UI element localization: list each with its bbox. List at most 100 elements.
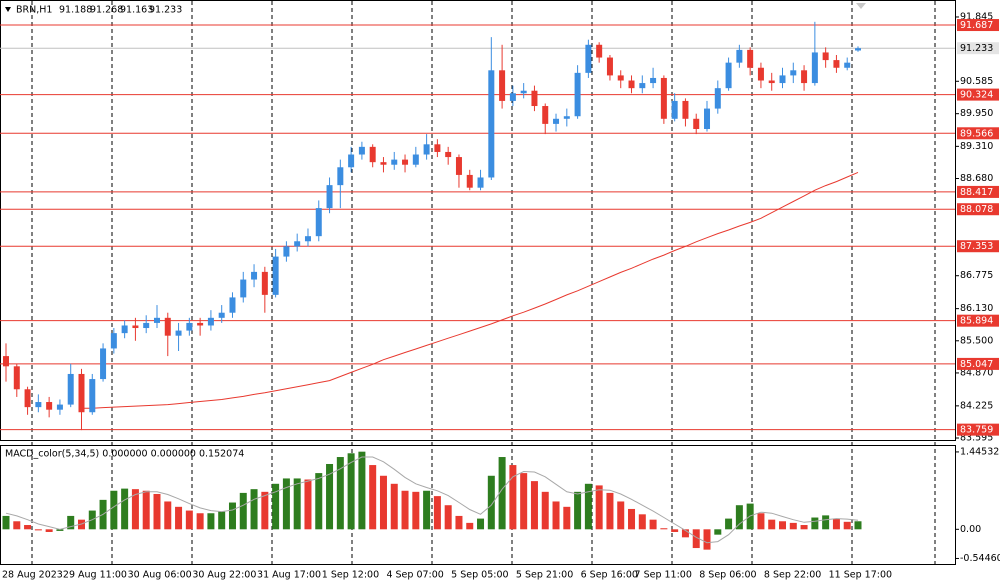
macd-bar <box>379 475 387 530</box>
macd-bar <box>681 529 689 538</box>
macd-bar <box>164 501 172 530</box>
candle-body <box>283 246 290 257</box>
macd-bar <box>455 515 463 530</box>
y-tick-label: 83.595 <box>960 433 993 444</box>
macd-bar <box>714 529 722 535</box>
macd-bar <box>369 465 377 530</box>
macd-bar <box>272 483 280 530</box>
macd-bar <box>315 473 323 530</box>
signal-line <box>5 456 859 544</box>
macd-bar <box>239 492 247 530</box>
candle-body <box>186 322 193 331</box>
macd-bar <box>293 478 301 530</box>
candle-body <box>693 118 700 129</box>
macd-bar <box>530 481 538 530</box>
price-label-box <box>957 42 999 55</box>
menu-arrow <box>5 7 11 12</box>
macd-bar <box>110 490 118 530</box>
candle-body <box>833 60 840 68</box>
plot-layer: 91.845 90.585 89.950 89.310 88.680 86.775 86.1… <box>0 11 1000 581</box>
macd-bar <box>24 525 32 530</box>
macd-bar <box>326 463 334 530</box>
candle-body <box>218 312 225 318</box>
candle-body <box>585 44 592 73</box>
macd-bar <box>541 491 549 530</box>
candle-body <box>455 157 462 175</box>
macd-bar <box>822 515 830 530</box>
candle-body <box>251 271 258 280</box>
ohlc-close: 91.233 <box>149 5 182 16</box>
candle-body <box>423 144 430 155</box>
candle-body <box>844 62 851 68</box>
macd-bar <box>757 513 765 530</box>
level-label: 83.759 <box>960 425 993 436</box>
macd-bar <box>649 519 657 530</box>
candle-body <box>391 159 398 165</box>
y-tick-label: 90.585 <box>960 76 993 87</box>
level-label-box <box>957 127 999 140</box>
candle-body <box>380 162 387 165</box>
candle-body <box>348 154 355 168</box>
macd-bar <box>671 529 679 532</box>
macd-bar <box>487 475 495 530</box>
macd-bar <box>45 529 53 532</box>
candle-body <box>132 325 139 329</box>
x-tick-label: 11 Sep 17:00 <box>829 570 892 581</box>
indicator-pane <box>0 445 956 565</box>
candle-body <box>639 83 646 89</box>
candle-body <box>153 317 160 323</box>
candle-body <box>466 174 473 188</box>
macd-bar <box>574 491 582 530</box>
candle-body <box>553 118 560 124</box>
macd-bar <box>552 501 560 530</box>
macd-bar <box>218 511 226 530</box>
candle-body <box>358 146 365 155</box>
x-tick-label: 6 Sep 16:00 <box>581 570 638 581</box>
level-label: 90.324 <box>960 90 993 101</box>
candle-body <box>272 256 279 295</box>
macd-bar <box>735 505 743 530</box>
macd-bar <box>617 501 625 530</box>
candle-body <box>164 317 171 336</box>
candle-body <box>67 373 74 405</box>
level-label-box <box>957 19 999 32</box>
macd-bar <box>466 522 474 530</box>
candle-body <box>197 322 204 326</box>
x-tick-label: 4 Sep 07:00 <box>386 570 443 581</box>
y-tick-label: 1.445325 <box>960 446 1000 457</box>
moving-average <box>81 171 859 409</box>
candle-body <box>531 90 538 107</box>
level-label: 85.894 <box>960 316 993 327</box>
candle-body <box>660 77 667 119</box>
macd-bar <box>498 457 506 530</box>
indicator-title: MACD_color(5,34,5) 0.000000 0.000000 0.1… <box>5 449 244 460</box>
y-tick-label: 91.845 <box>960 11 993 22</box>
macd-bar <box>703 529 711 550</box>
x-tick-label: 5 Sep 21:00 <box>516 570 573 581</box>
candle-body <box>3 356 9 367</box>
macd-bar <box>13 521 21 530</box>
level-label-box <box>957 203 999 216</box>
macd-bar <box>832 518 840 530</box>
macd-bar <box>153 493 161 530</box>
macd-bar <box>477 518 485 530</box>
y-tick-label: 0.00 <box>960 524 981 535</box>
x-tick-label: 1 Sep 12:00 <box>322 570 379 581</box>
y-tick-label: 89.310 <box>960 141 993 152</box>
macd-bar <box>789 522 797 530</box>
candle-body <box>520 90 527 94</box>
x-tick-label: 31 Aug 17:00 <box>257 570 321 581</box>
level-label: 89.566 <box>960 128 993 139</box>
macd-bar <box>520 473 528 530</box>
candle-body <box>46 402 53 410</box>
candle-body <box>714 88 721 109</box>
candle-body <box>757 67 764 81</box>
candle-body <box>768 80 775 84</box>
candle-body <box>326 185 333 209</box>
x-tick-label: 29 Aug 11:00 <box>63 570 127 581</box>
macd-bar <box>584 483 592 530</box>
macd-bar <box>628 508 636 530</box>
candle-body <box>78 373 85 413</box>
candle-body <box>682 100 689 119</box>
macd-bar <box>67 515 75 530</box>
